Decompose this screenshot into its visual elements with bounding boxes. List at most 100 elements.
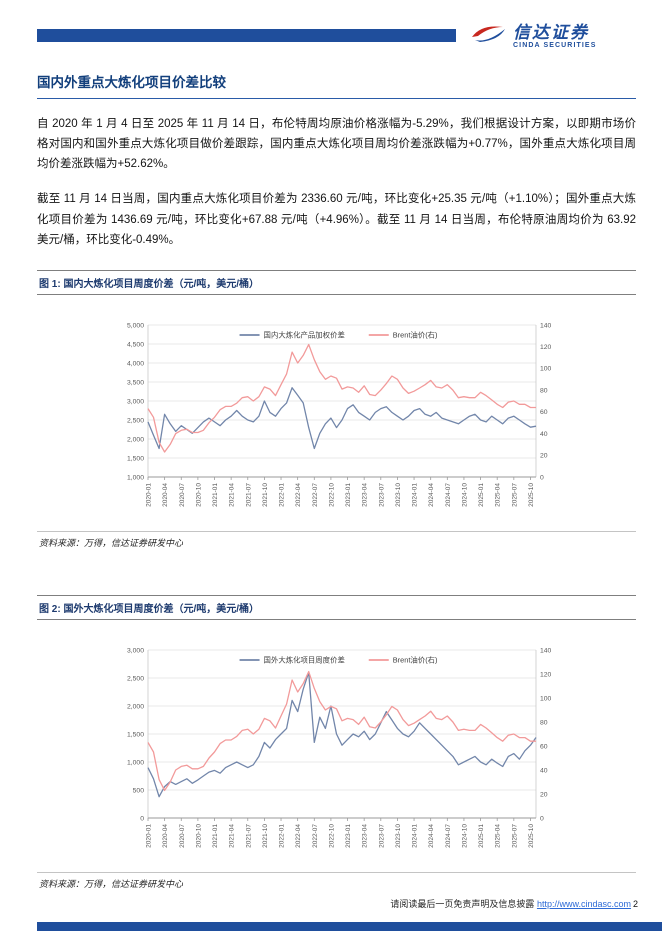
page-title: 国内外重点大炼化项目价差比较 (37, 71, 636, 99)
svg-text:2020-07: 2020-07 (178, 482, 185, 506)
svg-text:2024-10: 2024-10 (461, 482, 468, 506)
svg-text:2024-10: 2024-10 (461, 823, 468, 847)
logo-en-text: CINDA SECURITIES (513, 41, 597, 49)
figure-1-source: 资料来源：万得，信达证券研发中心 (37, 530, 636, 549)
svg-text:2021-10: 2021-10 (261, 482, 268, 506)
svg-text:2023-04: 2023-04 (361, 823, 368, 847)
summary-paragraph: 截至 11 月 14 日当周，国内重点大炼化项目价差为 2336.60 元/吨，… (37, 193, 636, 246)
svg-text:2023-10: 2023-10 (394, 482, 401, 506)
page-number: 2 (632, 899, 638, 909)
disclaimer-text: 请阅读最后一页免责声明及信息披露 (390, 899, 537, 909)
svg-text:2021-04: 2021-04 (228, 482, 235, 506)
svg-text:2022-04: 2022-04 (295, 482, 302, 506)
svg-text:国外大炼化项目周度价差: 国外大炼化项目周度价差 (263, 655, 344, 664)
svg-text:2020-10: 2020-10 (195, 823, 202, 847)
figure-1-label: 图 1: 国内大炼化项目周度价差（元/吨，美元/桶） (37, 269, 636, 295)
svg-text:2022-10: 2022-10 (328, 823, 335, 847)
svg-text:60: 60 (540, 409, 548, 416)
svg-text:2023-04: 2023-04 (361, 482, 368, 506)
svg-text:1,000: 1,000 (126, 474, 143, 481)
figure-2: 图 2: 国外大炼化项目周度价差（元/吨，美元/桶） 0 500 1,000 1,50… (37, 594, 636, 890)
svg-text:2025-04: 2025-04 (494, 482, 501, 506)
svg-text:60: 60 (540, 743, 548, 750)
site-link[interactable]: http://www.cindasc.com (536, 899, 631, 909)
svg-text:500: 500 (132, 787, 144, 794)
svg-text:国内大炼化产品加权价差: 国内大炼化产品加权价差 (263, 330, 344, 339)
svg-text:2023-07: 2023-07 (378, 482, 385, 506)
page-footer: 请阅读最后一页免责声明及信息披露 http://www.cindasc.com 2 (390, 897, 638, 910)
svg-text:2022-01: 2022-01 (278, 823, 285, 847)
svg-text:40: 40 (540, 767, 548, 774)
svg-text:0: 0 (540, 815, 544, 822)
svg-text:2025-07: 2025-07 (511, 823, 518, 847)
svg-text:120: 120 (540, 344, 552, 351)
svg-text:2021-04: 2021-04 (228, 823, 235, 847)
svg-text:2020-04: 2020-04 (162, 823, 169, 847)
svg-text:100: 100 (540, 695, 552, 702)
svg-text:2025-04: 2025-04 (494, 823, 501, 847)
svg-text:2025-10: 2025-10 (528, 482, 535, 506)
svg-text:1,500: 1,500 (126, 731, 143, 738)
svg-text:100: 100 (540, 365, 552, 372)
svg-text:3,500: 3,500 (126, 379, 143, 386)
svg-text:40: 40 (540, 431, 548, 438)
svg-text:2025-01: 2025-01 (478, 823, 485, 847)
svg-text:2021-01: 2021-01 (212, 482, 219, 506)
svg-text:2024-01: 2024-01 (411, 823, 418, 847)
svg-text:20: 20 (540, 791, 548, 798)
svg-text:20: 20 (540, 452, 548, 459)
figure-2-label: 图 2: 国外大炼化项目周度价差（元/吨，美元/桶） (37, 594, 636, 620)
svg-text:4,500: 4,500 (126, 341, 143, 348)
svg-text:2020-04: 2020-04 (162, 482, 169, 506)
svg-text:2022-04: 2022-04 (295, 823, 302, 847)
cinda-logo-icon (468, 22, 508, 51)
figure-1: 图 1: 国内大炼化项目周度价差（元/吨，美元/桶） 1,000 1,500 2,0… (37, 269, 636, 549)
svg-text:2024-07: 2024-07 (444, 482, 451, 506)
svg-text:2,000: 2,000 (126, 436, 143, 443)
svg-text:2021-10: 2021-10 (261, 823, 268, 847)
domestic-spread-chart: 1,000 1,500 2,000 2,500 3,000 3,500 4,000 4,500… (126, 322, 552, 507)
intro-paragraph: 自 2020 年 1 月 4 日至 2025 年 11 月 14 日，布伦特周均… (37, 118, 636, 171)
svg-text:2020-10: 2020-10 (195, 482, 202, 506)
report-header: 信达证券 CINDA SECURITIES (37, 22, 636, 51)
svg-text:3,000: 3,000 (126, 647, 143, 654)
svg-text:4,000: 4,000 (126, 360, 143, 367)
logo-text: 信达证券 CINDA SECURITIES (513, 24, 596, 49)
svg-text:2022-07: 2022-07 (311, 482, 318, 506)
svg-text:2021-07: 2021-07 (245, 823, 252, 847)
svg-text:2025-07: 2025-07 (511, 482, 518, 506)
svg-text:2022-07: 2022-07 (311, 823, 318, 847)
svg-text:2021-01: 2021-01 (212, 823, 219, 847)
svg-text:2021-07: 2021-07 (245, 482, 252, 506)
svg-text:2023-01: 2023-01 (345, 482, 352, 506)
logo-cn-text: 信达证券 (513, 23, 589, 43)
svg-text:0: 0 (540, 474, 544, 481)
figure-2-source: 资料来源：万得，信达证券研发中心 (37, 871, 636, 890)
svg-text:2020-01: 2020-01 (145, 482, 152, 506)
overseas-spread-chart: 0 500 1,000 1,500 2,000 2,500 3,000 0 20 40 60 80 10… (126, 647, 552, 848)
svg-text:2,500: 2,500 (126, 675, 143, 682)
svg-text:2,000: 2,000 (126, 703, 143, 710)
svg-text:2022-10: 2022-10 (328, 482, 335, 506)
svg-text:2023-10: 2023-10 (394, 823, 401, 847)
svg-text:2024-04: 2024-04 (428, 823, 435, 847)
svg-text:3,000: 3,000 (126, 398, 143, 405)
svg-text:2020-01: 2020-01 (145, 823, 152, 847)
svg-text:2020-07: 2020-07 (178, 823, 185, 847)
cinda-logo: 信达证券 CINDA SECURITIES (468, 22, 636, 51)
figure-2-chart-area: 0 500 1,000 1,500 2,000 2,500 3,000 0 20 40 60 80 10… (37, 620, 636, 872)
svg-text:2,500: 2,500 (126, 417, 143, 424)
figure-1-chart-area: 1,000 1,500 2,000 2,500 3,000 3,500 4,000 4,500… (37, 295, 636, 531)
bottom-blue-bar (37, 922, 662, 931)
svg-text:1,500: 1,500 (126, 455, 143, 462)
svg-text:5,000: 5,000 (126, 322, 143, 329)
svg-text:2024-01: 2024-01 (411, 482, 418, 506)
svg-text:2025-01: 2025-01 (478, 482, 485, 506)
svg-text:80: 80 (540, 387, 548, 394)
svg-text:2024-04: 2024-04 (428, 482, 435, 506)
svg-text:1,000: 1,000 (126, 759, 143, 766)
svg-text:2022-01: 2022-01 (278, 482, 285, 506)
svg-text:2024-07: 2024-07 (444, 823, 451, 847)
svg-text:140: 140 (540, 647, 552, 654)
